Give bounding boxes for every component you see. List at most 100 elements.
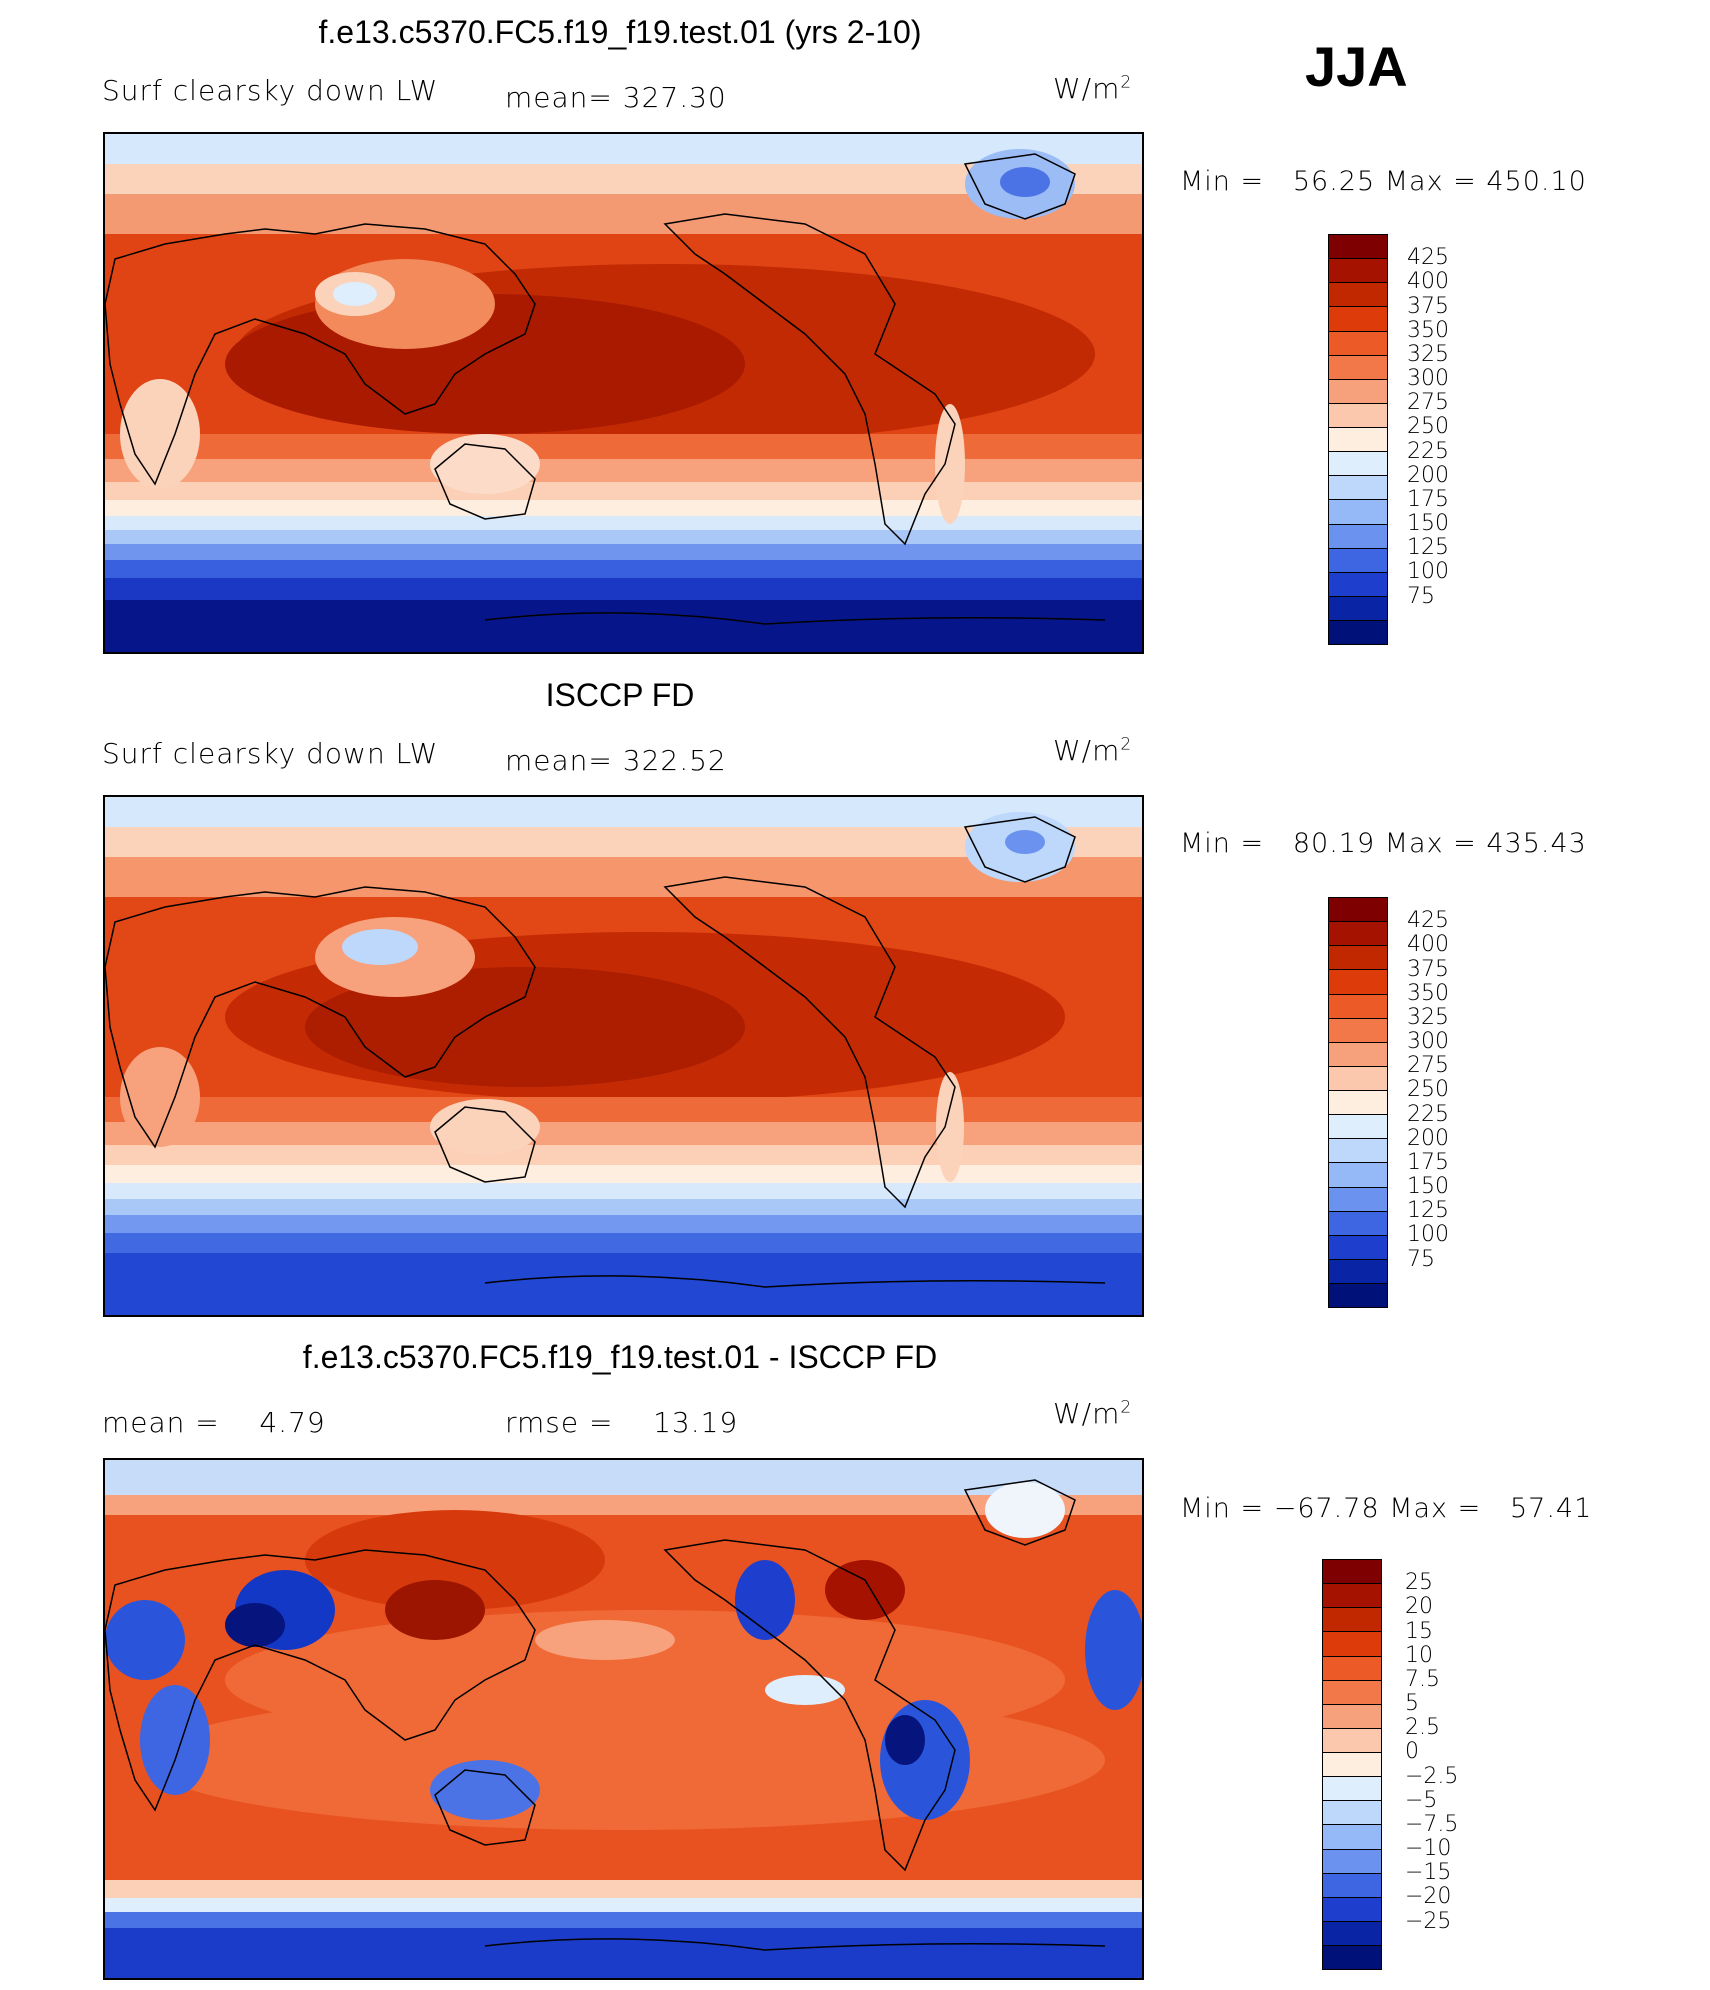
panel-2-minmax: Min = 80.19 Max = 435.43 xyxy=(1180,828,1587,859)
colorbar-tick-label: 100 xyxy=(1407,1222,1449,1248)
colorbar-tick-label: 175 xyxy=(1407,1149,1449,1175)
units-superscript: 2 xyxy=(1120,1397,1133,1418)
colorbar-tick-label: 425 xyxy=(1407,908,1449,934)
colorbar-tick-label: 375 xyxy=(1407,956,1449,982)
colorbar-tick-label: 400 xyxy=(1407,932,1449,958)
units-superscript: 2 xyxy=(1120,734,1133,755)
colorbar-tick-label: 200 xyxy=(1407,462,1449,488)
colorbar-cell xyxy=(1323,1849,1381,1874)
panel-1-map xyxy=(103,132,1144,654)
colorbar-tick-label: 350 xyxy=(1407,980,1449,1006)
colorbar-cell xyxy=(1329,970,1387,995)
panel-1-colorbar xyxy=(1328,234,1388,645)
colorbar-cell xyxy=(1323,1704,1381,1729)
colorbar-tick-label: 250 xyxy=(1407,414,1449,440)
colorbar-cell xyxy=(1329,428,1387,453)
colorbar-cell xyxy=(1323,1777,1381,1802)
colorbar-cell xyxy=(1329,1115,1387,1140)
colorbar-cell xyxy=(1329,476,1387,501)
colorbar-tick-label: 275 xyxy=(1407,390,1449,416)
colorbar-tick-label: 10 xyxy=(1405,1642,1433,1668)
colorbar-cell xyxy=(1323,1656,1381,1681)
colorbar-cell xyxy=(1329,898,1387,923)
panel-1-colorbar-labels: 425 400 375 350 325 300 275 250 225 200 175 150 125 1… xyxy=(1407,234,1487,645)
colorbar-cell xyxy=(1323,1753,1381,1778)
colorbar-cell xyxy=(1329,548,1387,573)
colorbar-cell xyxy=(1323,1608,1381,1633)
colorbar-tick-label: −25 xyxy=(1405,1908,1452,1934)
colorbar-tick-label: 100 xyxy=(1407,559,1449,585)
colorbar-tick-label: 0 xyxy=(1405,1739,1419,1765)
colorbar-tick-label: 300 xyxy=(1407,366,1449,392)
units-text: W/m xyxy=(1053,1397,1121,1430)
units-superscript: 2 xyxy=(1120,72,1133,93)
colorbar-tick-label: 325 xyxy=(1407,341,1449,367)
colorbar-tick-label: 225 xyxy=(1407,1101,1449,1127)
panel-2-colorbar xyxy=(1328,897,1388,1308)
colorbar-cell xyxy=(1329,331,1387,356)
colorbar-tick-label: 375 xyxy=(1407,293,1449,319)
colorbar-tick-label: −5 xyxy=(1405,1787,1438,1813)
panel-2-map xyxy=(103,795,1144,1317)
panel-3-title: f.e13.c5370.FC5.f19_f19.test.01 - ISCCP … xyxy=(302,1339,938,1375)
panel-1-map-canvas xyxy=(105,134,1142,652)
colorbar-cell xyxy=(1323,1584,1381,1609)
colorbar-cell xyxy=(1329,524,1387,549)
colorbar-tick-label: −7.5 xyxy=(1405,1811,1459,1837)
colorbar-cell xyxy=(1323,1897,1381,1922)
colorbar-cell xyxy=(1323,1946,1381,1970)
panel-3-colorbar xyxy=(1322,1559,1382,1970)
panel-3-minmax: Min = −67.78 Max = 57.41 xyxy=(1180,1493,1593,1524)
panel-1-mean-label: mean= 327.30 xyxy=(505,81,727,114)
colorbar-tick-label: −2.5 xyxy=(1405,1763,1459,1789)
colorbar-cell xyxy=(1329,1139,1387,1164)
colorbar-tick-label: 25 xyxy=(1405,1570,1433,1596)
panel-3-colorbar-labels: 25 20 15 10 7.5 5 2.5 0 −2.5 −5 −7.5 −10 −15 −20 −25 xyxy=(1405,1559,1495,1970)
colorbar-cell xyxy=(1323,1873,1381,1898)
panel-1-units: W/m2 xyxy=(1053,72,1132,105)
colorbar-cell xyxy=(1329,283,1387,308)
colorbar-tick-label: 275 xyxy=(1407,1053,1449,1079)
panel-1-variable-label: Surf clearsky down LW xyxy=(102,74,439,107)
colorbar-tick-label: 250 xyxy=(1407,1077,1449,1103)
colorbar-tick-label: −20 xyxy=(1405,1884,1452,1910)
colorbar-cell xyxy=(1329,307,1387,332)
colorbar-tick-label: 150 xyxy=(1407,1174,1449,1200)
panel-1-title: f.e13.c5370.FC5.f19_f19.test.01 (yrs 2-1… xyxy=(318,14,922,50)
colorbar-tick-label: 15 xyxy=(1405,1618,1433,1644)
colorbar-cell xyxy=(1323,1825,1381,1850)
panel-2-variable-label: Surf clearsky down LW xyxy=(102,737,439,770)
colorbar-tick-label: 125 xyxy=(1407,535,1449,561)
colorbar-tick-label: 225 xyxy=(1407,438,1449,464)
colorbar-cell xyxy=(1329,1163,1387,1188)
colorbar-cell xyxy=(1329,621,1387,645)
colorbar-cell xyxy=(1329,259,1387,284)
colorbar-tick-label: 125 xyxy=(1407,1198,1449,1224)
panel-3-rmse-label: rmse = 13.19 xyxy=(505,1406,739,1439)
colorbar-cell xyxy=(1329,452,1387,477)
season-label: JJA xyxy=(1305,35,1408,98)
colorbar-cell xyxy=(1329,379,1387,404)
colorbar-tick-label: 175 xyxy=(1407,486,1449,512)
colorbar-tick-label: 200 xyxy=(1407,1125,1449,1151)
panel-2-mean-label: mean= 322.52 xyxy=(505,744,727,777)
panel-3-units: W/m2 xyxy=(1053,1397,1132,1430)
colorbar-cell xyxy=(1329,1284,1387,1308)
colorbar-cell xyxy=(1323,1632,1381,1657)
colorbar-tick-label: 350 xyxy=(1407,317,1449,343)
colorbar-cell xyxy=(1329,403,1387,428)
colorbar-tick-label: 2.5 xyxy=(1405,1715,1440,1741)
colorbar-cell xyxy=(1329,1187,1387,1212)
colorbar-tick-label: 20 xyxy=(1405,1594,1433,1620)
colorbar-cell xyxy=(1329,1018,1387,1043)
panel-1-colorbar-cells xyxy=(1329,235,1387,645)
colorbar-cell xyxy=(1329,1235,1387,1260)
colorbar-cell xyxy=(1329,572,1387,597)
panel-3-map xyxy=(103,1458,1144,1980)
colorbar-tick-label: −10 xyxy=(1405,1836,1452,1862)
panel-1-minmax: Min = 56.25 Max = 450.10 xyxy=(1180,166,1587,197)
colorbar-tick-label: 325 xyxy=(1407,1004,1449,1030)
panel-3-mean-label: mean = 4.79 xyxy=(102,1406,326,1439)
colorbar-tick-label: 7.5 xyxy=(1405,1666,1440,1692)
colorbar-cell xyxy=(1323,1728,1381,1753)
